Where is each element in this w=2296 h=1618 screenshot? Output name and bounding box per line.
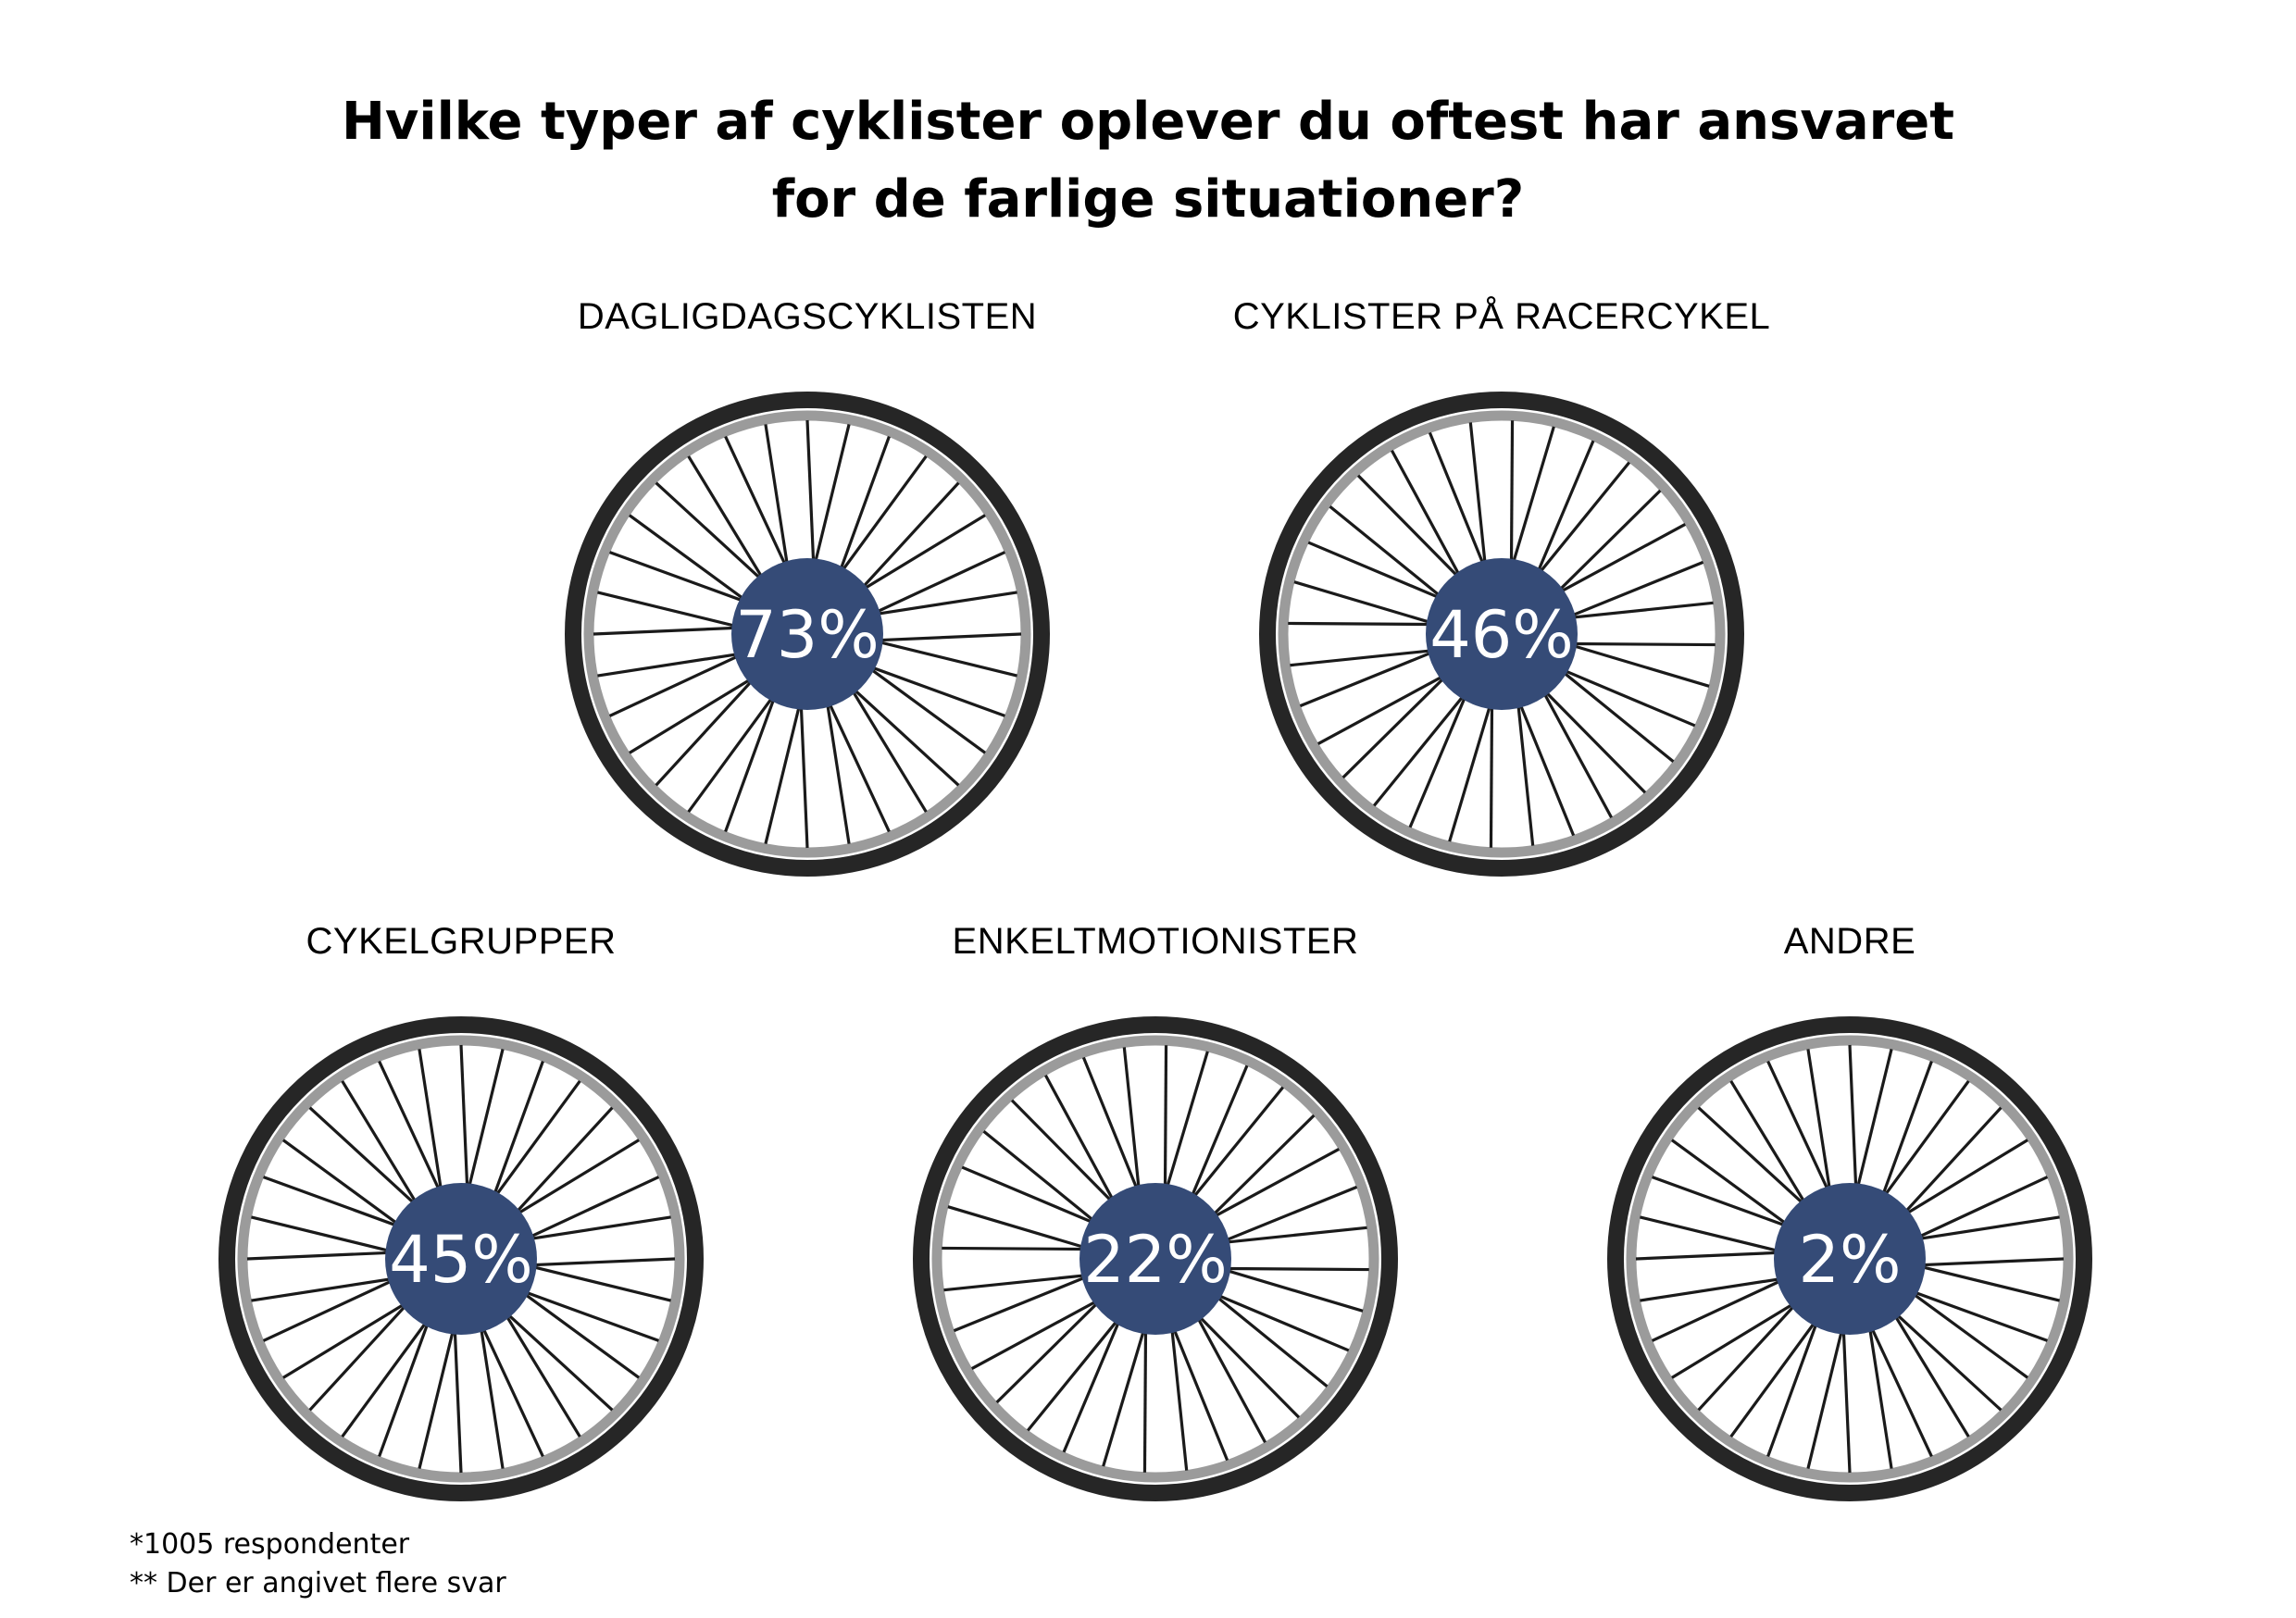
wheel-tire bbox=[565, 392, 1050, 877]
wheel-rim bbox=[1278, 410, 1726, 858]
value-label: 22% bbox=[1083, 1222, 1228, 1298]
chart-title-line-2: for de farlige situationer? bbox=[771, 169, 1525, 230]
wheel-group: ANDRE 2% bbox=[1607, 921, 2092, 1501]
wheel-tire bbox=[218, 1016, 704, 1501]
footnotes: *1005 respondenter ** Der er angivet fle… bbox=[130, 1525, 506, 1603]
value-label: 46% bbox=[1429, 597, 1574, 673]
wheel-hub bbox=[731, 558, 883, 710]
category-label: ENKELTMOTIONISTER bbox=[953, 921, 1359, 962]
wheel-rim bbox=[931, 1035, 1379, 1483]
wheel-hub bbox=[385, 1183, 537, 1335]
category-label: CYKLISTER PÅ RACERCYKEL bbox=[1233, 295, 1771, 337]
category-label: DAGLIGDAGSCYKLISTEN bbox=[578, 296, 1037, 337]
wheel-hub bbox=[1079, 1183, 1231, 1335]
wheel-tire bbox=[1259, 392, 1744, 877]
wheel-hub bbox=[1774, 1183, 1926, 1335]
wheel-rim bbox=[237, 1035, 685, 1483]
wheel-tire bbox=[913, 1016, 1398, 1501]
wheel-group: DAGLIGDAGSCYKLISTEN 73% bbox=[565, 296, 1050, 877]
wheel-tire bbox=[1607, 1016, 2092, 1501]
wheel-group: CYKELGRUPPER 45% bbox=[218, 921, 704, 1501]
footnote-respondents: *1005 respondenter bbox=[130, 1528, 410, 1561]
chart-title: Hvilke typer af cyklister oplever du oft… bbox=[0, 83, 2296, 239]
wheel-group: CYKLISTER PÅ RACERCYKEL 46% bbox=[1233, 295, 1771, 877]
value-label: 45% bbox=[389, 1222, 533, 1298]
category-label: CYKELGRUPPER bbox=[306, 921, 617, 962]
value-label: 73% bbox=[735, 597, 880, 673]
wheel-group: ENKELTMOTIONISTER 22% bbox=[913, 921, 1398, 1501]
category-label: ANDRE bbox=[1784, 921, 1916, 962]
wheel-hub bbox=[1426, 558, 1578, 710]
value-label: 2% bbox=[1798, 1222, 1901, 1298]
wheel-rim bbox=[583, 410, 1031, 858]
footnote-multiple-answers: ** Der er angivet flere svar bbox=[130, 1567, 506, 1599]
chart-title-line-1: Hvilke typer af cyklister oplever du oft… bbox=[342, 92, 1954, 152]
wheel-rim bbox=[1626, 1035, 2074, 1483]
